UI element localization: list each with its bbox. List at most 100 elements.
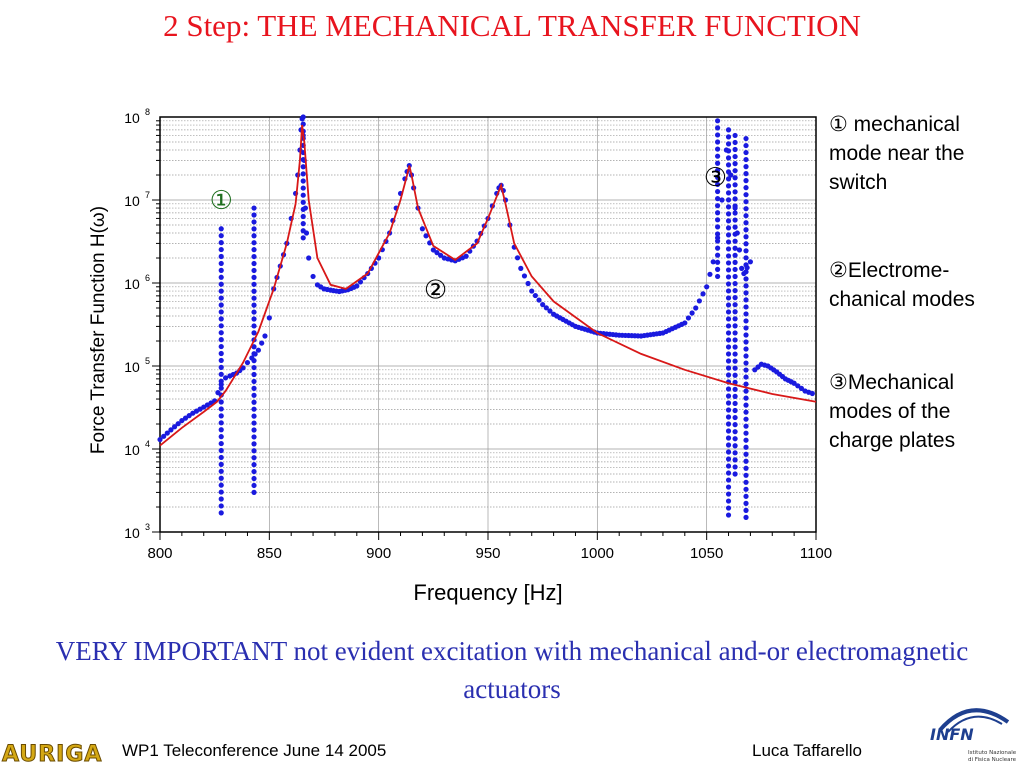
data-point (732, 153, 738, 160)
data-point (725, 484, 732, 490)
data-point (300, 185, 306, 191)
y-tick-exponent: 8 (145, 107, 150, 117)
data-point (259, 340, 265, 346)
y-tick-label: 10 (124, 359, 140, 375)
data-point (251, 323, 257, 329)
data-point (218, 503, 224, 509)
data-point (218, 253, 224, 260)
data-point (732, 146, 738, 153)
bottom-text: not evident excitation with mechanical a… (293, 636, 969, 704)
data-point (725, 512, 732, 518)
note-1-text: mechanical mode near the switch (829, 113, 965, 194)
data-point (218, 440, 224, 447)
data-point (725, 470, 732, 476)
slide-title: 2 Step: THE MECHANICAL TRANSFER FUNCTION (163, 8, 861, 43)
data-point (438, 252, 444, 258)
data-point (161, 433, 167, 439)
data-point (715, 231, 721, 237)
data-point (543, 305, 549, 311)
data-point (218, 461, 224, 467)
data-point (251, 302, 257, 308)
data-point (218, 510, 224, 516)
bottom-statement: VERY IMPORTANT not evident excitation wi… (40, 632, 984, 708)
data-point (725, 337, 732, 343)
data-point (175, 421, 181, 427)
data-point (725, 197, 732, 203)
data-point (434, 250, 440, 256)
data-point (725, 505, 732, 511)
data-point (725, 190, 732, 196)
data-point (251, 358, 257, 364)
data-point (218, 226, 224, 232)
y-axis-label: Force Transfer Function H(ω) (88, 206, 109, 454)
data-point (251, 482, 257, 489)
data-point (743, 458, 749, 464)
data-point (223, 375, 229, 381)
data-point (218, 309, 224, 315)
data-point (795, 383, 801, 389)
data-point (732, 295, 738, 301)
data-point (725, 281, 732, 287)
data-point (251, 420, 257, 426)
data-point (715, 181, 721, 188)
data-point (251, 427, 257, 433)
data-point (732, 266, 738, 273)
data-point (732, 196, 738, 202)
data-point (743, 276, 749, 282)
data-point (725, 386, 732, 392)
data-point (218, 434, 224, 440)
data-point (310, 273, 316, 280)
data-point (529, 288, 535, 294)
data-point (732, 344, 738, 350)
data-point (218, 337, 224, 343)
y-tick-labels: 10 3 10 4 10 5 10 6 10 7 10 8 (124, 107, 150, 541)
data-point (218, 323, 224, 329)
data-point (725, 477, 732, 483)
y-tick-exponent: 7 (145, 190, 150, 200)
data-point (732, 323, 738, 329)
data-point (732, 429, 738, 435)
data-point (300, 199, 306, 205)
data-point (715, 132, 721, 138)
note-2-text: Electrome-chanical modes (829, 259, 975, 311)
data-point (300, 213, 306, 220)
data-point (743, 220, 749, 226)
data-point (743, 199, 749, 205)
data-point (739, 265, 745, 271)
data-point (266, 315, 272, 321)
data-point (725, 351, 732, 357)
data-point (725, 414, 732, 420)
data-point (732, 252, 738, 258)
data-point (743, 290, 749, 296)
data-point (743, 367, 749, 373)
data-point (732, 168, 738, 174)
data-point (218, 330, 224, 336)
data-point (743, 493, 749, 499)
data-point (218, 468, 224, 474)
data-point (732, 259, 738, 265)
data-point (419, 226, 425, 232)
data-point (725, 246, 732, 252)
data-point (725, 400, 732, 406)
data-point (732, 182, 738, 188)
data-point (732, 316, 738, 322)
data-point (251, 219, 257, 225)
data-point (218, 427, 224, 433)
footer-author: Luca Taffarello (752, 741, 862, 760)
data-point (715, 188, 721, 195)
data-point (251, 455, 257, 461)
data-point (725, 148, 732, 154)
y-tick-label: 10 (124, 525, 140, 541)
data-point (732, 400, 738, 407)
data-point (715, 174, 721, 180)
data-point (809, 390, 815, 397)
data-point (685, 315, 692, 321)
data-point (725, 169, 732, 175)
annotation-marker: ① (210, 186, 233, 216)
data-point (240, 365, 246, 371)
data-point (732, 386, 738, 392)
data-point (732, 280, 738, 287)
data-point (725, 204, 732, 210)
data-point (743, 430, 749, 436)
data-point (743, 318, 749, 324)
